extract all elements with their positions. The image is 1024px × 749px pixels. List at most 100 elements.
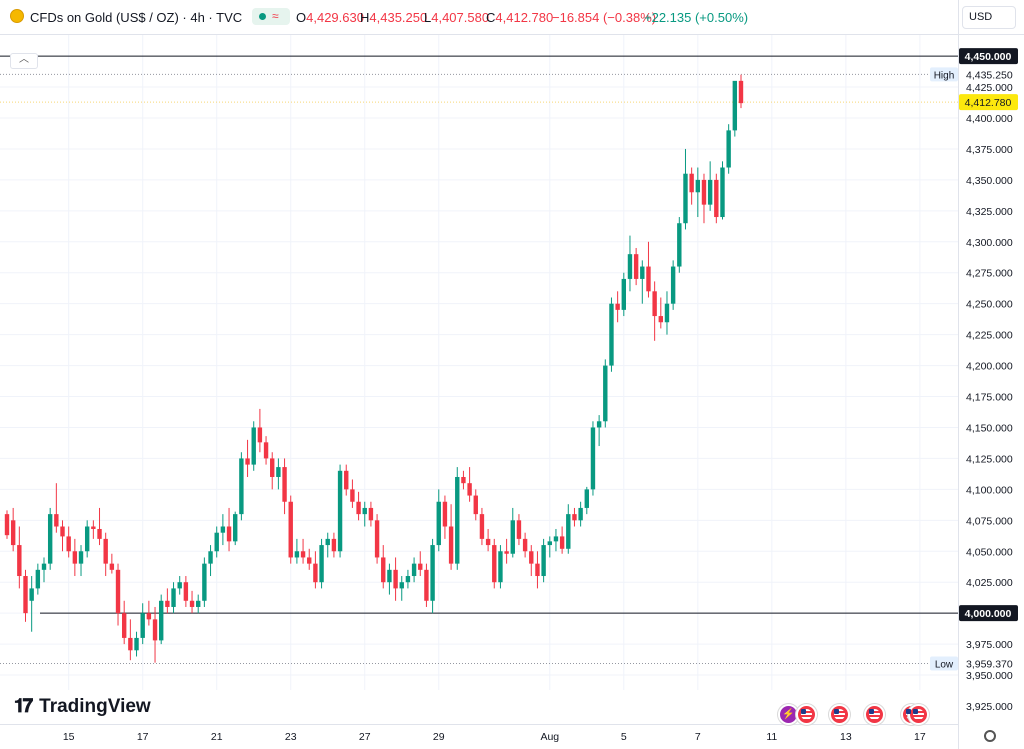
x-tick-label: 23 bbox=[285, 731, 297, 743]
candle-body bbox=[245, 458, 250, 465]
candle-body bbox=[566, 514, 571, 549]
candle-body bbox=[263, 442, 269, 459]
candle-body bbox=[128, 637, 133, 651]
price-change: −16.854 (−0.38%) bbox=[552, 10, 657, 25]
candle-body bbox=[492, 545, 497, 583]
candle-body bbox=[535, 563, 540, 577]
y-tick-label: 3,950.000 bbox=[966, 670, 1013, 682]
candle-body bbox=[442, 501, 448, 527]
us-flag-icon[interactable] bbox=[864, 704, 885, 725]
candle-body bbox=[41, 563, 47, 570]
y-tick-label: 4,100.000 bbox=[966, 484, 1013, 496]
candle-body bbox=[152, 619, 158, 641]
candle-body bbox=[603, 365, 608, 422]
market-status-badge[interactable]: ≈ bbox=[252, 8, 290, 25]
candle-body bbox=[621, 278, 626, 310]
last-price-label: 4,412.780 bbox=[965, 97, 1012, 109]
us-flag-icon[interactable] bbox=[796, 704, 817, 725]
symbol-title[interactable]: CFDs on Gold (US$ / OZ) · 4h · TVC bbox=[30, 10, 243, 25]
candle-body bbox=[121, 613, 127, 638]
y-tick-label: 4,375.000 bbox=[966, 144, 1013, 156]
low-value-label: 3,959.370 bbox=[966, 658, 1013, 670]
brand-name: TradingView bbox=[39, 696, 151, 717]
candle-body bbox=[609, 303, 614, 366]
candle-body bbox=[72, 551, 78, 564]
level-price-tag bbox=[959, 605, 1018, 622]
tradingview-logo[interactable]: 𝟏𝟕 TradingView bbox=[14, 696, 151, 718]
candle-body bbox=[701, 179, 707, 205]
y-tick-label: 4,125.000 bbox=[966, 453, 1013, 465]
high-tag-label: High bbox=[934, 70, 955, 81]
y-tick-label: 3,925.000 bbox=[966, 701, 1013, 713]
candle-body bbox=[183, 582, 189, 601]
candle-body bbox=[677, 223, 682, 267]
ohlc-low: L4,407.580 bbox=[424, 10, 490, 25]
candle-body bbox=[294, 551, 300, 558]
candle-body bbox=[54, 514, 59, 527]
x-tick-label: 29 bbox=[433, 731, 445, 743]
x-tick-label: 5 bbox=[621, 731, 627, 743]
level-price-label: 4,000.000 bbox=[965, 608, 1012, 620]
candle-body bbox=[479, 514, 485, 539]
ohlc-high: H4,435.250 bbox=[360, 10, 428, 25]
candle-body bbox=[214, 532, 219, 552]
candle-body bbox=[325, 538, 330, 546]
us-flag-icon[interactable] bbox=[908, 704, 929, 725]
y-tick-label: 4,300.000 bbox=[966, 237, 1013, 249]
candle-body bbox=[633, 254, 639, 279]
candle-body bbox=[251, 427, 256, 465]
candle-body bbox=[84, 526, 90, 552]
candle-body bbox=[529, 551, 534, 564]
candle-body bbox=[572, 514, 577, 521]
level-price-tag bbox=[959, 48, 1018, 65]
high-value-label: 4,435.250 bbox=[966, 69, 1013, 81]
chevron-up-icon[interactable]: ︿ bbox=[10, 53, 38, 69]
candle-body bbox=[399, 582, 404, 589]
ohlc-open: O4,429.630 bbox=[296, 10, 364, 25]
y-tick-label: 4,325.000 bbox=[966, 206, 1013, 218]
candle-body bbox=[288, 501, 293, 558]
candle-body bbox=[356, 501, 361, 515]
candle-body bbox=[319, 545, 324, 583]
candle-body bbox=[331, 538, 337, 552]
candle-body bbox=[115, 569, 121, 614]
x-tick-label: 17 bbox=[137, 731, 149, 743]
candle-body bbox=[473, 495, 478, 515]
candle-body bbox=[424, 569, 429, 601]
candle-body bbox=[448, 526, 454, 564]
candle-body bbox=[368, 507, 374, 521]
candle-body bbox=[683, 173, 688, 224]
candle-body bbox=[134, 637, 139, 651]
candle-body bbox=[578, 507, 583, 521]
candle-body bbox=[726, 130, 731, 168]
us-flag-icon[interactable] bbox=[829, 704, 850, 725]
candle-body bbox=[467, 483, 472, 496]
candle-body bbox=[646, 266, 651, 292]
candle-body bbox=[516, 520, 522, 539]
candle-body bbox=[171, 588, 176, 607]
candle-body bbox=[596, 421, 602, 428]
candle-body bbox=[10, 520, 16, 546]
y-tick-label: 4,075.000 bbox=[966, 515, 1013, 527]
candle-body bbox=[553, 536, 559, 542]
candle-body bbox=[510, 520, 515, 554]
settings-icon[interactable] bbox=[984, 730, 996, 742]
candle-body bbox=[159, 600, 164, 641]
currency-select[interactable]: USD bbox=[962, 6, 1016, 29]
candle-body bbox=[627, 254, 633, 279]
candle-body bbox=[66, 536, 71, 552]
candle-body bbox=[189, 600, 195, 607]
candle-body bbox=[455, 476, 460, 564]
candle-body bbox=[282, 467, 287, 502]
x-tick-label: 17 bbox=[914, 731, 926, 743]
candle-body bbox=[208, 551, 213, 564]
y-tick-label: 4,175.000 bbox=[966, 392, 1013, 404]
candle-body bbox=[652, 291, 657, 317]
candle-body bbox=[615, 303, 620, 310]
price-change-2: +22.135 (+0.50%) bbox=[644, 10, 749, 25]
candle-body bbox=[23, 576, 28, 614]
candle-body bbox=[374, 520, 380, 558]
candle-body bbox=[257, 427, 263, 443]
candle-body bbox=[430, 545, 435, 601]
